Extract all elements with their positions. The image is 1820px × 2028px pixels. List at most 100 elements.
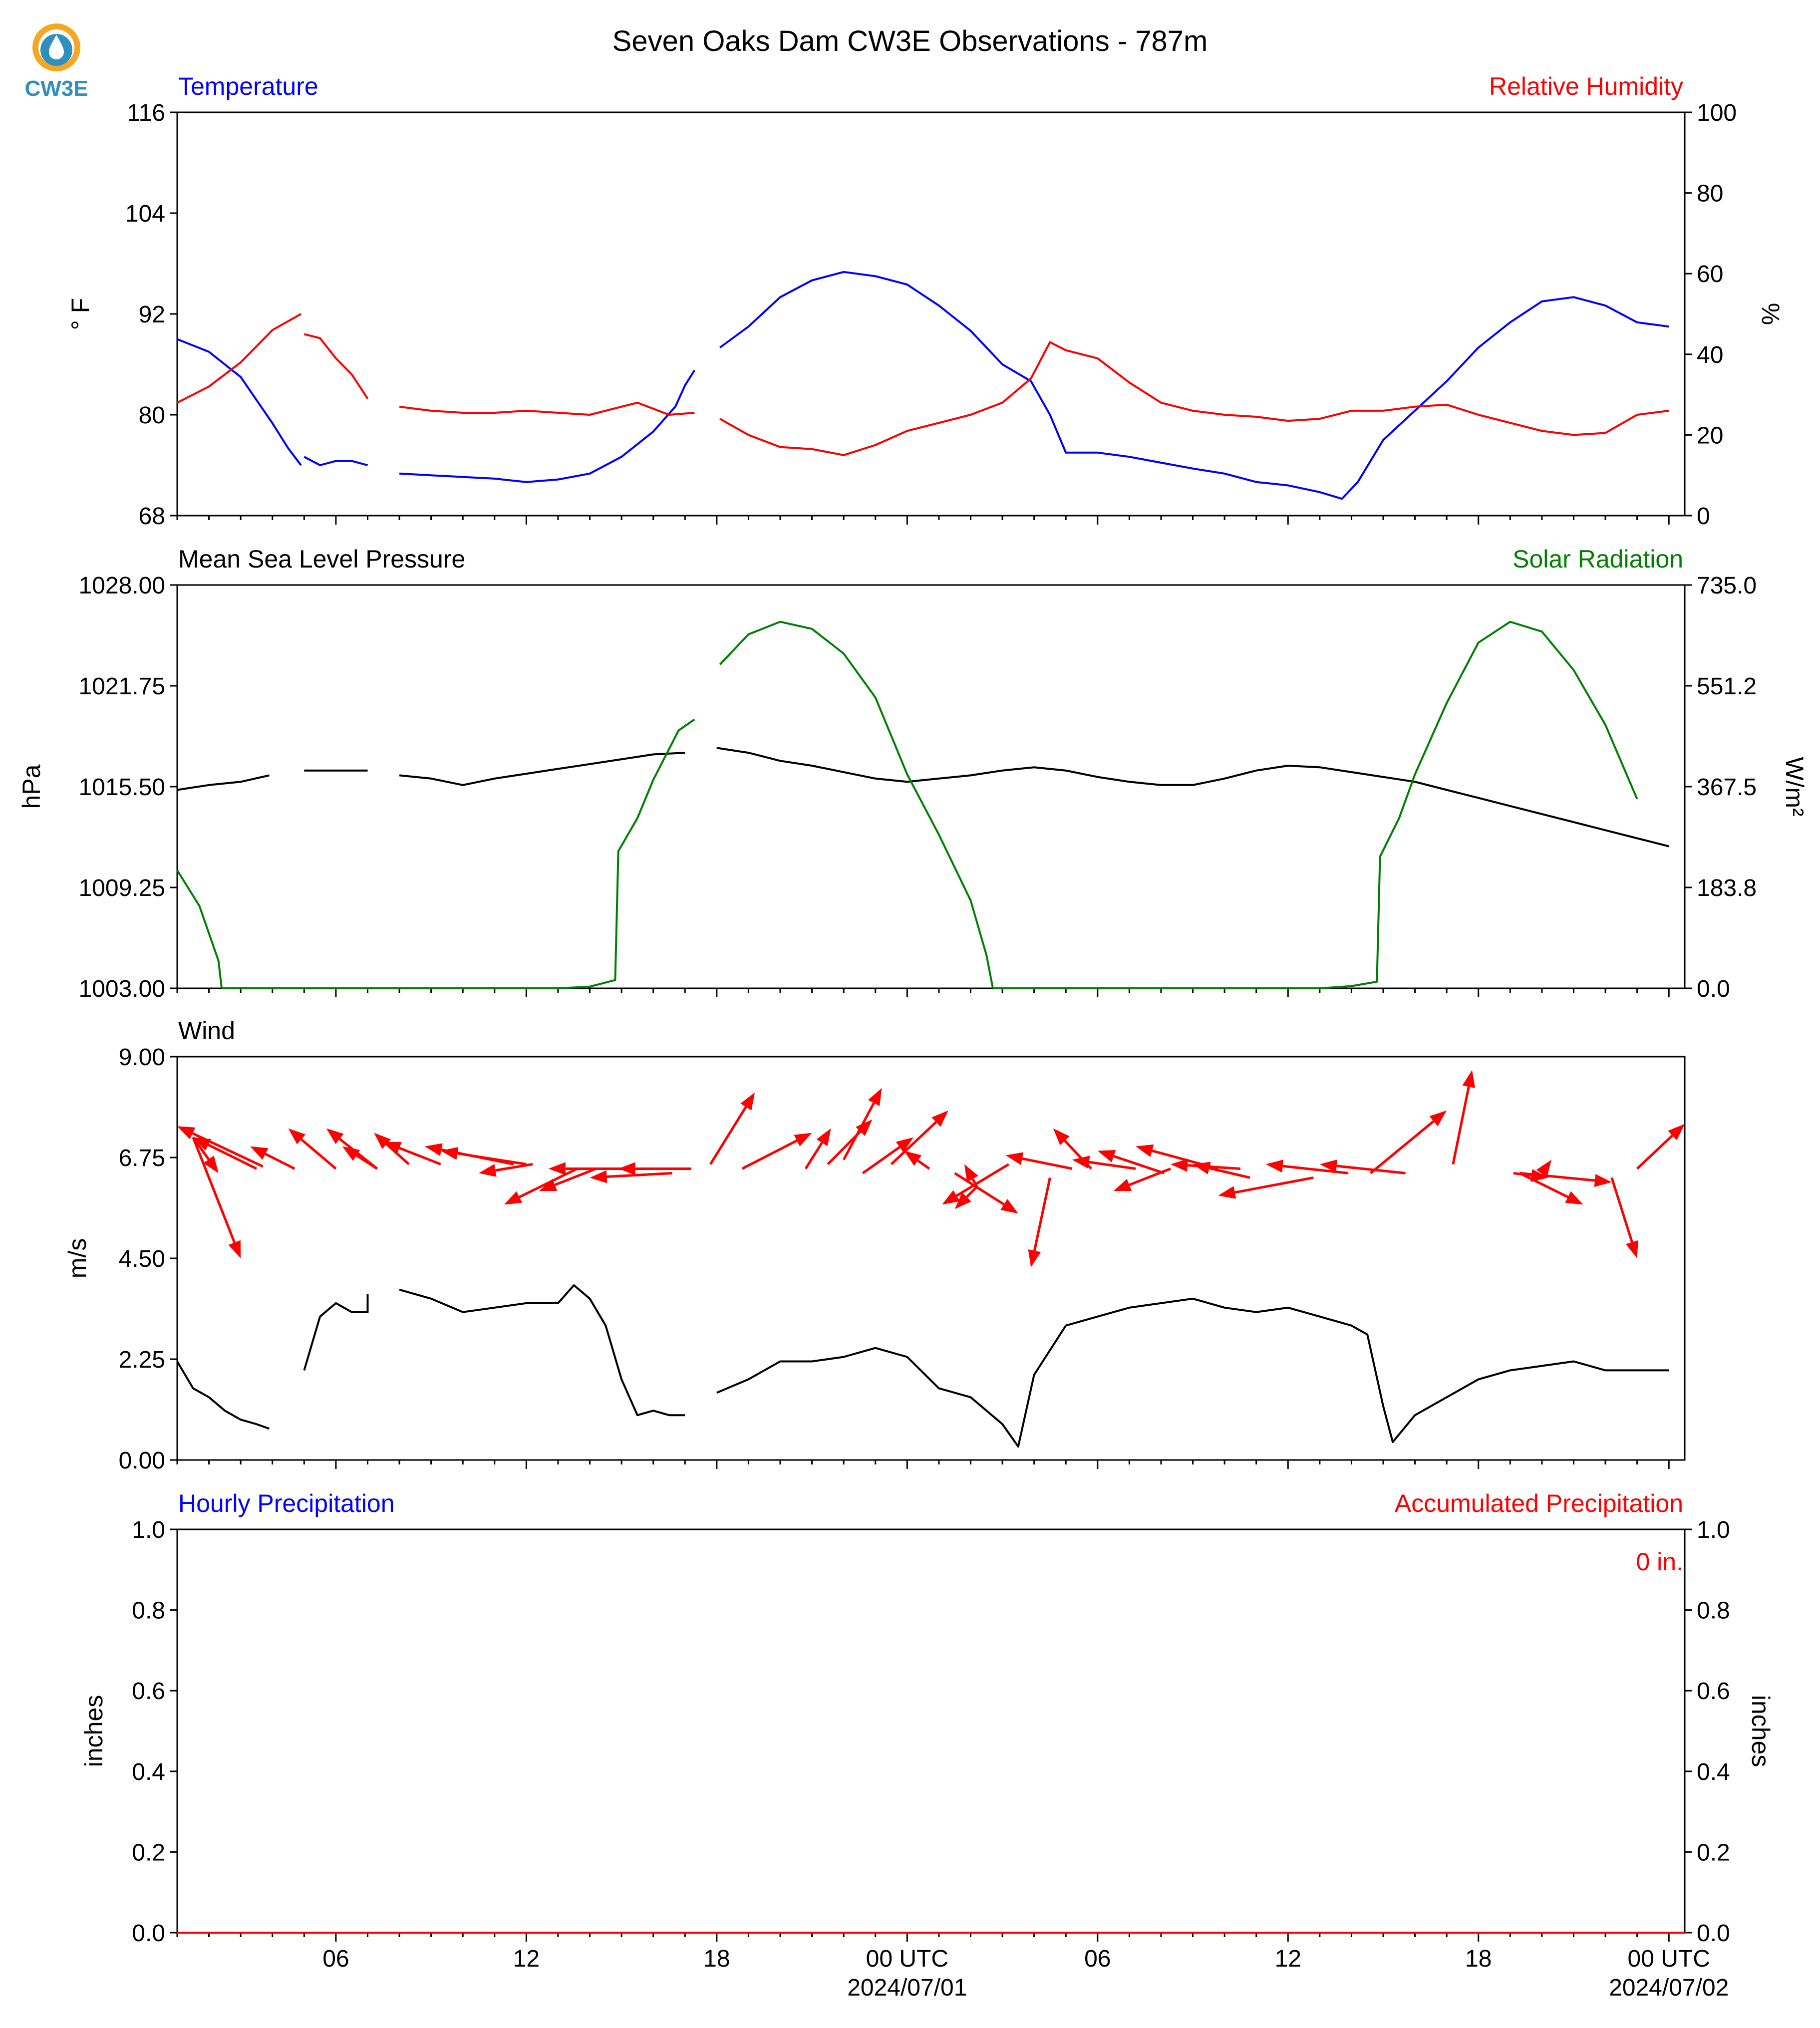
y-tick-label-right: 735.0: [1697, 573, 1757, 599]
series-line: [399, 369, 695, 483]
x-tick-label: 18: [703, 1946, 730, 1972]
logo-water-drop-icon: [49, 35, 64, 59]
wind-arrow-head: [1462, 1070, 1475, 1088]
wind-arrow-shaft: [1336, 1164, 1406, 1174]
y-tick-label-left: 1003.00: [78, 976, 165, 1002]
wind-arrow: [954, 1172, 1018, 1214]
y-tick-label-left: 1009.25: [78, 875, 165, 901]
wind-arrow: [709, 1092, 755, 1165]
y-tick-label-left: 1028.00: [78, 573, 165, 599]
wind-arrow: [590, 1170, 672, 1183]
wind-arrow-shaft: [971, 1178, 978, 1187]
wind-arrow-head: [1218, 1186, 1236, 1199]
wind-arrow-head: [1429, 1110, 1447, 1127]
series-line: [303, 1294, 369, 1371]
panel-wind: Wind m/s 0.00 2.25 4.50 6.75 9.00: [63, 1017, 1686, 1474]
series-line: [716, 747, 1669, 848]
series-line: [177, 774, 270, 791]
wind-arrow-head: [228, 1240, 241, 1258]
wind-arrow-shaft: [457, 1152, 527, 1165]
wind-arrow-head: [326, 1128, 344, 1144]
y-tick-label-left: 104: [125, 201, 165, 227]
wind-arrow-head: [590, 1170, 607, 1183]
wind-arrow-shaft: [1369, 1120, 1435, 1174]
panel-frame: [176, 1056, 1686, 1461]
x-tick-label: 00 UTC: [866, 1946, 948, 1972]
series-line: [303, 456, 368, 466]
wind-arrow-head: [1136, 1144, 1154, 1157]
wind-arrow: [942, 1163, 1010, 1205]
y-ticks-left: 0.0 0.2 0.4 0.6 0.8 1.0: [132, 1517, 177, 1947]
y-tick-label-right: 0: [1697, 503, 1710, 530]
wind-arrow: [890, 1110, 948, 1165]
wind-arrow-head: [288, 1128, 305, 1145]
x-ticks: [176, 516, 1670, 525]
y-tick-label-left: 116: [127, 100, 165, 126]
y-tick-label-right: 0.4: [1697, 1759, 1730, 1785]
wind-arrow: [1610, 1177, 1638, 1258]
y-axis-label-right: inches: [1747, 1695, 1775, 1767]
wind-arrow: [862, 1137, 913, 1174]
wind-arrow-head: [1000, 1199, 1018, 1214]
wind-arrow-head: [1193, 1161, 1211, 1174]
wind-arrow-head: [440, 1147, 459, 1160]
series-group: [176, 620, 1669, 989]
wind-arrow-shaft: [495, 1163, 533, 1172]
wind-arrow: [804, 1128, 831, 1169]
x-tick-label: 12: [513, 1946, 540, 1972]
y-tick-label-right: 0.0: [1697, 976, 1730, 1002]
wind-arrow-head: [1319, 1159, 1337, 1172]
y-ticks-right: 0.0 0.2 0.4 0.6 0.8 1.0: [1685, 1517, 1730, 1947]
wind-arrow-head: [548, 1162, 566, 1175]
series-group: [177, 271, 1669, 500]
wind-arrow: [1452, 1070, 1475, 1164]
y-tick-label-left: 68: [139, 503, 165, 530]
wind-arrow: [618, 1162, 691, 1175]
wind-arrow: [193, 1137, 258, 1170]
series-line: [177, 338, 302, 466]
wind-arrow-head: [177, 1126, 196, 1140]
wind-arrow-head: [479, 1164, 497, 1177]
wind-arrow-shaft: [1519, 1172, 1569, 1198]
wind-arrow: [440, 1147, 527, 1165]
series-line: [399, 752, 685, 786]
wind-arrow-shaft: [965, 1185, 978, 1198]
y-ticks-right: 0.0 183.8 367.5 551.2 735.0: [1685, 573, 1757, 1002]
wind-arrow-shaft: [265, 1153, 296, 1170]
wind-arrow-shaft: [1282, 1164, 1349, 1174]
wind-arrow: [479, 1163, 533, 1177]
wind-arrow-head: [868, 1088, 882, 1106]
wind-arrow-shaft: [827, 1131, 862, 1165]
y-tick-label-left: 1015.50: [78, 774, 165, 801]
y-tick-label-left: 0.4: [132, 1759, 165, 1785]
y-axis-label-left: ° F: [66, 298, 94, 330]
wind-arrow-shaft: [208, 1144, 258, 1170]
series-line: [176, 869, 223, 989]
wind-arrow: [539, 1167, 597, 1191]
wind-arrow-shaft: [1519, 1171, 1595, 1182]
panel-frame: [176, 1528, 1686, 1934]
x-tick-labels: 06 12 18 00 UTC 06 12 18 00 UTC 2024/07/01 2024/0…: [322, 1946, 1729, 2001]
wind-arrow: [504, 1167, 578, 1205]
y-tick-label-left: 1.0: [132, 1517, 165, 1543]
wind-arrow-head: [374, 1133, 391, 1149]
wind-arrow: [1097, 1150, 1165, 1174]
y-axis-label-left: m/s: [63, 1238, 91, 1279]
y-tick-label-right: 0.2: [1697, 1839, 1730, 1866]
wind-arrow-head: [1028, 1249, 1041, 1267]
panel-title-left: Mean Sea Level Pressure: [178, 545, 465, 573]
wind-arrows: [177, 1070, 1685, 1267]
x-ticks: [176, 1933, 1670, 1942]
y-tick-label-left: 0.0: [132, 1920, 165, 1947]
wind-arrow-head: [1171, 1159, 1188, 1172]
x-tick-label: 12: [1275, 1946, 1301, 1972]
panel-frame: [176, 111, 1686, 517]
wind-arrow: [741, 1133, 812, 1170]
y-tick-label-left: 0.2: [132, 1839, 165, 1866]
wind-arrow-head: [1113, 1178, 1132, 1191]
y-tick-label-right: 20: [1697, 422, 1723, 449]
wind-arrow-head: [964, 1164, 978, 1182]
wind-arrow: [192, 1137, 241, 1258]
accumulated-total-annotation: 0 in.: [1636, 1548, 1683, 1576]
wind-arrow-head: [1626, 1240, 1638, 1258]
